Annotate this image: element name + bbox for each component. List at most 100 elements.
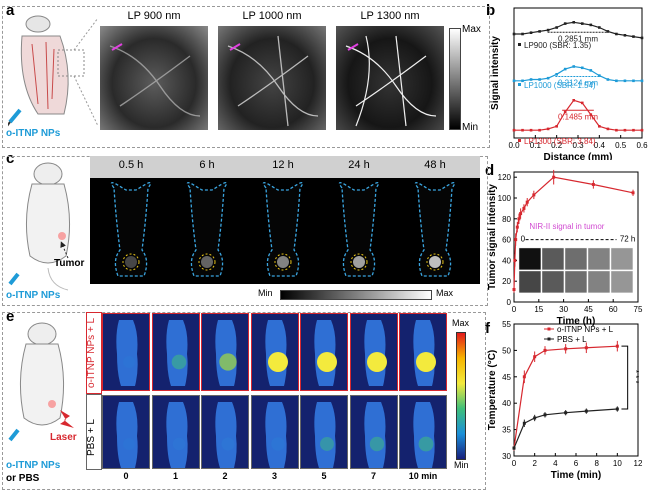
panel-a-colorbar (449, 28, 461, 130)
chart-d-thumbnail (587, 247, 611, 271)
chart-b-fwhm-label: 0.2124 mm (558, 79, 598, 88)
thermal-image-treatment (102, 313, 150, 391)
tumor-label: Tumor (54, 258, 85, 269)
chart-b-point (640, 128, 644, 132)
row-label-treatment: o-ITNP NPs + L (86, 318, 97, 388)
chart-d-point (512, 288, 516, 292)
panel-c-time-label: 0.5 h (118, 159, 144, 171)
panel-e-time-label: 2 (222, 471, 228, 481)
thermal-image-treatment (300, 313, 348, 391)
chart-d-xtick-label: 30 (559, 305, 568, 314)
chart-b-point (521, 128, 524, 132)
chart-b-point (512, 128, 516, 132)
chart-b-point (623, 34, 627, 37)
panel-c-mouse-image (110, 182, 152, 277)
chart-b-xtick-label: 0.3 (572, 141, 584, 150)
chart-b-ylabel: Signal intensity (490, 36, 501, 110)
chart-d-thumbnail (610, 270, 634, 294)
chart-b-point (623, 128, 627, 132)
chart-b-point (546, 28, 550, 32)
panel-e-time-label: 0 (123, 471, 129, 481)
chart-b-point (563, 67, 567, 71)
chart-f-point (615, 407, 619, 411)
chart-d-range-start: 0 (521, 235, 526, 244)
panel-c-scale-max: Max (436, 288, 454, 298)
chart-b-point (572, 99, 576, 102)
chart-b-xtick-label: 0.2 (551, 141, 563, 150)
chart-b-point (598, 125, 601, 128)
chart-b-point (538, 30, 541, 33)
chart-d-point (513, 258, 517, 262)
panel-e-time-label: 7 (370, 471, 376, 481)
thermal-image-treatment (250, 313, 299, 391)
chart-b-legend-marker (518, 43, 521, 46)
chart-b-legend-label: LP900 (SBR: 1.35) (524, 41, 591, 50)
chart-f-xlabel: Time (min) (551, 470, 601, 481)
thermal-image-treatment (151, 313, 200, 391)
tumor-mouse-illustration (8, 162, 71, 291)
chart-d-xtick-label: 15 (534, 305, 543, 314)
panel-e-colorbar (456, 332, 466, 460)
thermal-image-control (151, 395, 200, 469)
chart-d-point (515, 225, 519, 229)
thermal-image-control (399, 395, 447, 469)
panel-label-e: e (6, 308, 15, 325)
chart-d-point (532, 193, 536, 197)
chart-b-point (572, 21, 576, 24)
chart-f: 0 2 4 6 8 10 12 30 35 40 45 50 55 Time (min) Temperatu… (487, 320, 643, 481)
panel-c-time-label: 48 h (424, 159, 446, 171)
chart-d-thumbnail (564, 270, 588, 294)
chart-f-ytick-label: 30 (502, 452, 511, 461)
panel-c-time-label: 24 h (348, 159, 370, 171)
chart-f-point (615, 344, 619, 348)
panel-label-f: f (485, 320, 490, 337)
panel-c-mouse-image (338, 182, 380, 277)
thermal-image-control (201, 395, 249, 469)
chart-f-point (543, 413, 547, 417)
chart-b-point (598, 26, 601, 29)
thermal-image-treatment (201, 313, 249, 391)
panel-e-scale-max: Max (452, 318, 470, 328)
chart-d-annotation: NIR-II signal in tumor (529, 222, 604, 231)
chart-b-point (606, 127, 610, 131)
laser-label: Laser (50, 432, 77, 443)
chart-d-xlabel: Time (h) (557, 316, 596, 327)
chart-f-xtick-label: 12 (634, 459, 643, 468)
chart-d-thumbnail (541, 270, 565, 294)
chart-d-xtick-label: 60 (609, 305, 618, 314)
chart-d-thumbnail (610, 247, 634, 271)
panel-c-time-bar (90, 156, 480, 178)
chart-b-point (512, 79, 516, 83)
chart-b-legend-label: LP1000 (SBR: 1.54) (524, 81, 596, 90)
chart-d-point (525, 200, 529, 204)
chart-f-point (584, 346, 588, 350)
chart-d-range-end: 72 h (620, 235, 636, 244)
chart-f-ytick-label: 55 (502, 320, 511, 329)
chart-f-xtick-label: 6 (574, 459, 579, 468)
panel-label-d: d (485, 162, 495, 179)
chart-b-xtick-label: 0.4 (594, 141, 606, 150)
chart-f-ylabel: Temperature (°C) (487, 350, 498, 431)
chart-d-thumbnail (541, 247, 565, 271)
chart-b-point (529, 128, 533, 132)
chart-f-legend-marker (547, 327, 551, 331)
chart-b-point (580, 66, 584, 70)
chart-f-point (584, 409, 588, 413)
chart-b-point (563, 22, 567, 25)
chart-b-legend-marker (518, 139, 521, 142)
chart-d-ytick-label: 100 (498, 194, 512, 203)
chart-b-point (615, 79, 618, 83)
chart-b-point (580, 101, 584, 105)
mouse-leg-illustration (8, 15, 85, 127)
chart-b-point (589, 69, 593, 72)
chart-f-point (522, 421, 526, 425)
chart-b-point (640, 79, 644, 83)
row-label-box-2 (86, 394, 102, 470)
chart-d-point (552, 175, 556, 179)
chart-b-point (529, 78, 533, 81)
chart-b-xtick-label: 0.5 (615, 141, 627, 150)
chart-d: 0 15 30 45 60 75 0 20 40 60 80 100 120 Time (h) Tumor … (487, 169, 643, 327)
chart-d-ytick-label: 20 (502, 277, 511, 286)
chart-d-point (519, 212, 523, 216)
chart-b-point (606, 78, 610, 81)
